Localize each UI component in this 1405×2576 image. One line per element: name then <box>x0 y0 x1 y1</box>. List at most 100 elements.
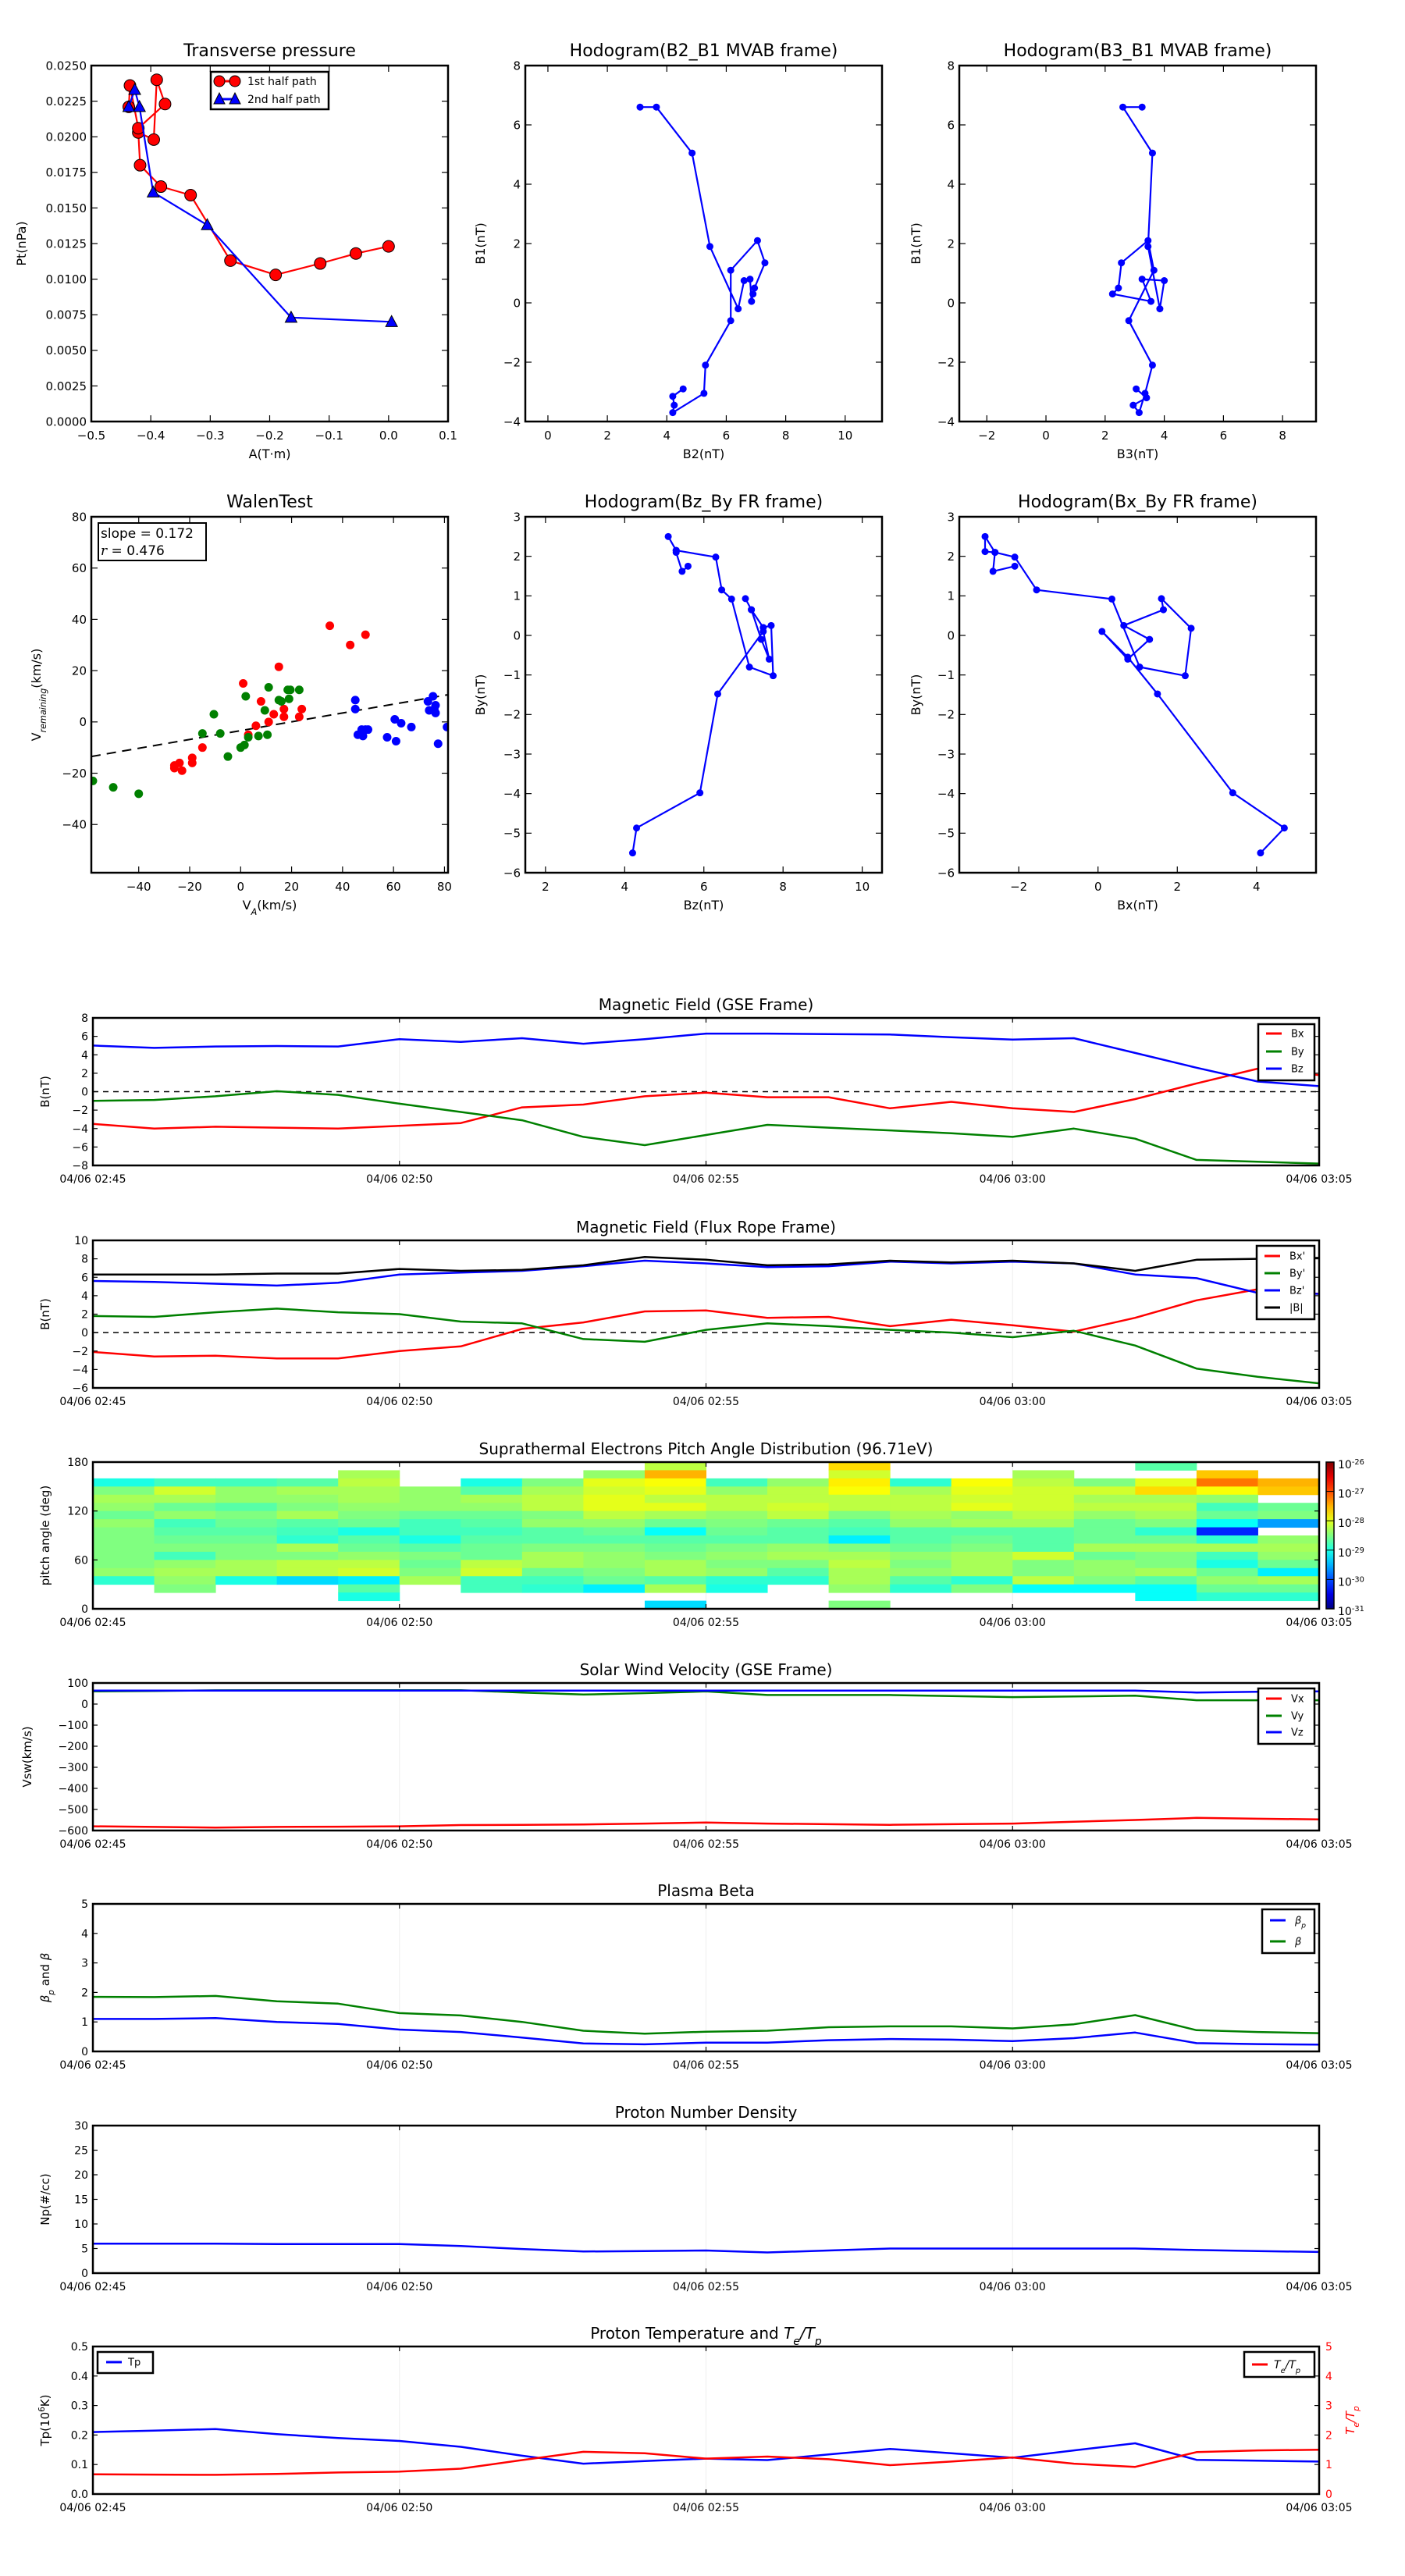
chart-title: Magnetic Field (GSE Frame) <box>599 995 814 1014</box>
pad-cell <box>93 1503 155 1512</box>
x-tick-label: 8 <box>779 880 787 894</box>
x-tick-label: 04/06 02:45 <box>59 1617 126 1629</box>
pad-cell <box>338 1543 400 1553</box>
plot-area <box>93 2347 1319 2494</box>
y-tick-label: 0 <box>513 296 521 310</box>
data-point <box>718 586 726 594</box>
scatter-point <box>431 700 440 710</box>
data-point <box>669 409 677 417</box>
series-vx <box>93 1816 1319 1829</box>
pad-cell <box>521 1494 584 1503</box>
pad-cell <box>338 1592 400 1602</box>
pad-cell <box>767 1543 830 1553</box>
pad-cell <box>890 1567 952 1577</box>
pad-cell <box>521 1478 584 1487</box>
pad-cell <box>1073 1543 1136 1553</box>
legend-label-part: T <box>1274 2359 1282 2371</box>
chart-transverse-pressure: −0.5 −0.4 −0.3 −0.2 −0.1 0.0 0.1 0.0000 0.0025 0.… <box>14 41 457 461</box>
data-point <box>679 385 687 393</box>
pad-cell <box>276 1551 339 1560</box>
x-tick-label: −0.2 <box>255 429 283 443</box>
y-tick-label: 1 <box>513 589 521 603</box>
pad-cell <box>1012 1478 1075 1487</box>
chart-title: Magnetic Field (Flux Rope Frame) <box>576 1218 836 1236</box>
y-tick-label: 6 <box>947 118 955 132</box>
scatter-series <box>350 692 448 749</box>
pad-cell <box>1257 1592 1319 1602</box>
chart-title-part: Proton Temperature and <box>590 2324 784 2343</box>
pad-cell <box>706 1510 768 1520</box>
pad-cell <box>828 1543 891 1553</box>
series-line <box>93 1816 1319 1829</box>
pad-cell <box>338 1478 400 1487</box>
plot-area <box>93 1683 1319 1831</box>
scatter-point <box>286 685 295 695</box>
x-tick-label: 2 <box>542 880 550 894</box>
series-bz- <box>93 1259 1319 1295</box>
pad-cell <box>706 1486 768 1496</box>
y-tick-label: 0 <box>81 2268 88 2280</box>
pad-cell <box>1012 1519 1075 1528</box>
data-point-circle <box>224 254 237 267</box>
pad-cell <box>828 1494 891 1503</box>
pad-cell <box>644 1462 706 1471</box>
y-tick-label: −6 <box>937 866 955 880</box>
pad-cell <box>1073 1510 1136 1520</box>
pad-cell <box>951 1510 1013 1520</box>
pad-cell <box>583 1560 646 1569</box>
y-tick-label: 100 <box>67 1678 88 1690</box>
series-data <box>628 532 777 857</box>
pad-cell <box>951 1503 1013 1512</box>
pad-cell <box>706 1543 768 1553</box>
pad-cell <box>461 1535 523 1544</box>
pad-cell <box>521 1527 584 1536</box>
plot-area <box>93 2126 1319 2273</box>
series-line <box>93 1032 1319 1087</box>
pad-cell <box>767 1503 830 1512</box>
colorbar-tick-base: 10 <box>1338 1547 1352 1560</box>
y-tick-label: −4 <box>937 787 955 801</box>
y-tick-label: 0 <box>79 715 87 729</box>
plot-area <box>628 532 777 857</box>
scatter-point <box>108 783 118 792</box>
chart-magnetic-field-gse: 04/06 02:45 04/06 02:50 04/06 02:55 04/06 0… <box>38 995 1353 1186</box>
data-point <box>700 390 708 397</box>
y-axis-label: By(nT) <box>473 674 488 716</box>
data-point <box>669 393 677 400</box>
data-point <box>727 317 735 325</box>
series-data <box>93 1994 1319 2035</box>
pad-cell <box>1196 1543 1258 1553</box>
data-point-circle <box>382 240 395 253</box>
legend-label: Tp <box>127 2357 140 2369</box>
y-axis-label: By(nT) <box>909 674 923 716</box>
data-point <box>696 789 704 797</box>
pad-cell <box>1012 1503 1075 1512</box>
y2-axis-label-part: p <box>1352 2406 1361 2412</box>
chart-hodogram-bz-by: 2 4 6 8 10 −6 −5 −4 −3 −2 −1 0 1 2 3 Hodogram(Bz_By FR … <box>473 493 884 913</box>
pad-cell <box>1073 1494 1136 1503</box>
y-tick-label: −3 <box>937 747 955 761</box>
pad-cell <box>1012 1535 1075 1544</box>
axes-frame <box>958 515 1318 874</box>
pad-cell <box>1257 1486 1319 1496</box>
pad-cell <box>1257 1510 1319 1520</box>
data-point-circle <box>184 188 197 201</box>
pad-cell <box>951 1519 1013 1528</box>
x-tick-label: 0 <box>1094 880 1102 894</box>
series-line <box>93 1308 1319 1385</box>
chart-hodogram-b2-b1: 0 2 4 6 8 10 −4 −2 0 2 4 6 8 Hodogram(B2_B1 MVAB fram… <box>473 41 884 461</box>
pad-cell <box>338 1551 400 1560</box>
pad-cell <box>461 1494 523 1503</box>
data-point <box>1119 103 1127 111</box>
pad-cell <box>890 1494 952 1503</box>
y2-tick-label: 2 <box>1325 2429 1332 2442</box>
pad-cell <box>1196 1519 1258 1528</box>
pad-cell <box>767 1478 830 1487</box>
pad-cell <box>951 1567 1013 1577</box>
pad-cell <box>951 1560 1013 1569</box>
x-tick-label: 04/06 02:45 <box>59 1396 126 1408</box>
y2-tick-label: 4 <box>1325 2371 1332 2383</box>
data-point <box>767 621 775 629</box>
y-tick-label: 6 <box>81 1031 88 1044</box>
